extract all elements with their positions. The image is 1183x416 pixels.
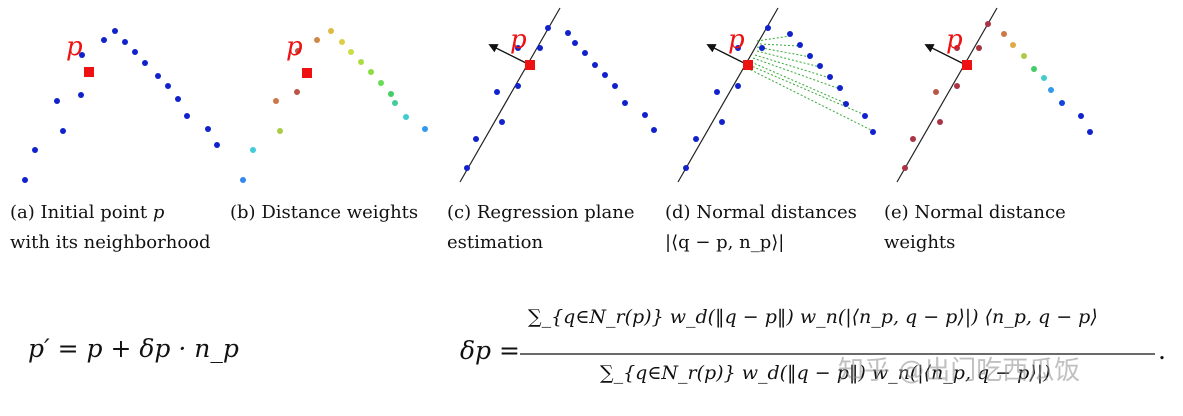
panel-a-point-label: p <box>66 32 83 62</box>
caption-e-word: Normal <box>914 202 984 223</box>
delta-equation-trailing: . <box>1158 336 1166 365</box>
panel-c-regression-line <box>459 7 561 183</box>
caption-c-word: plane <box>584 202 635 223</box>
caption-e-tag: (e) <box>884 202 909 223</box>
caption-c-line1: (c) Regression plane <box>447 198 657 228</box>
panel-c-center-point <box>525 60 535 70</box>
caption-b-line1: (b) Distance weights <box>230 198 435 228</box>
caption-d-title: Normal distances <box>696 202 857 223</box>
caption-c-tag: (c) <box>447 202 472 223</box>
caption-c: (c) Regression plane estimation <box>447 198 657 258</box>
caption-a-word: Initial <box>40 202 95 223</box>
panel-d-regression-line <box>677 7 779 183</box>
caption-e-word: distance <box>988 202 1066 223</box>
panel-a-points <box>22 28 220 183</box>
caption-d-tag: (d) <box>665 202 691 223</box>
delta-equation-lhs: δp = <box>460 336 520 365</box>
caption-d-line2: |⟨q − p, n_p⟩| <box>665 232 785 253</box>
delta-equation-numerator: ∑_{q∈N_r(p)} w_d(‖q − p‖) w_n(|⟨n_p, q −… <box>528 306 1098 328</box>
panel-b: p <box>240 28 428 183</box>
delta-equation-denominator: ∑_{q∈N_r(p)} w_d(‖q − p‖) w_n(|⟨n_p, q −… <box>600 362 1051 384</box>
panel-e: p <box>896 7 1093 183</box>
panel-e-center-point <box>962 60 972 70</box>
panel-d: p <box>677 7 876 183</box>
panel-e-point-label: p <box>946 25 963 55</box>
caption-a-line2: with its neighborhood <box>10 232 211 253</box>
caption-e-line2: weights <box>884 232 956 253</box>
caption-a-line1: (a) Initial point p <box>10 198 218 228</box>
panel-e-normal-arrow <box>924 44 967 66</box>
watermark: 知乎 @出门吃西瓜饭 <box>838 356 1081 386</box>
panel-e-regression-line <box>896 7 998 183</box>
panel-d-points <box>683 25 876 171</box>
panel-a: p <box>22 28 220 183</box>
caption-b: (b) Distance weights <box>230 198 435 228</box>
caption-b-title: Distance weights <box>261 202 419 223</box>
panel-d-point-label: p <box>728 25 745 55</box>
update-equation: p′ = p + δp · n_p <box>28 334 239 363</box>
panel-d-center-point <box>743 60 753 70</box>
caption-c-word: Regression <box>476 202 579 223</box>
panel-e-points <box>902 21 1093 171</box>
panel-a-center-point <box>84 67 94 77</box>
panel-b-center-point <box>302 68 312 78</box>
caption-a-tag: (a) <box>10 202 35 223</box>
panel-d-distance-lines <box>746 35 874 132</box>
caption-d: (d) Normal distances |⟨q − p, n_p⟩| <box>665 198 875 258</box>
caption-a-word: point <box>100 202 148 223</box>
panel-d-normal-arrow <box>706 44 749 66</box>
caption-e: (e) Normal distance weights <box>884 198 1094 258</box>
caption-b-tag: (b) <box>230 202 256 223</box>
panel-b-point-label: p <box>286 32 303 62</box>
caption-a-word: p <box>152 202 165 223</box>
caption-c-line2: estimation <box>447 232 544 253</box>
panel-c-point-label: p <box>510 25 527 55</box>
caption-e-line1: (e) Normal distance <box>884 198 1094 228</box>
panel-b-points <box>240 28 428 183</box>
caption-d-line1: (d) Normal distances <box>665 198 875 228</box>
panel-c-points <box>464 25 657 171</box>
panel-c-normal-arrow <box>488 44 531 66</box>
panel-c: p <box>459 7 657 183</box>
caption-a: (a) Initial point p with its neighborhoo… <box>10 198 218 258</box>
